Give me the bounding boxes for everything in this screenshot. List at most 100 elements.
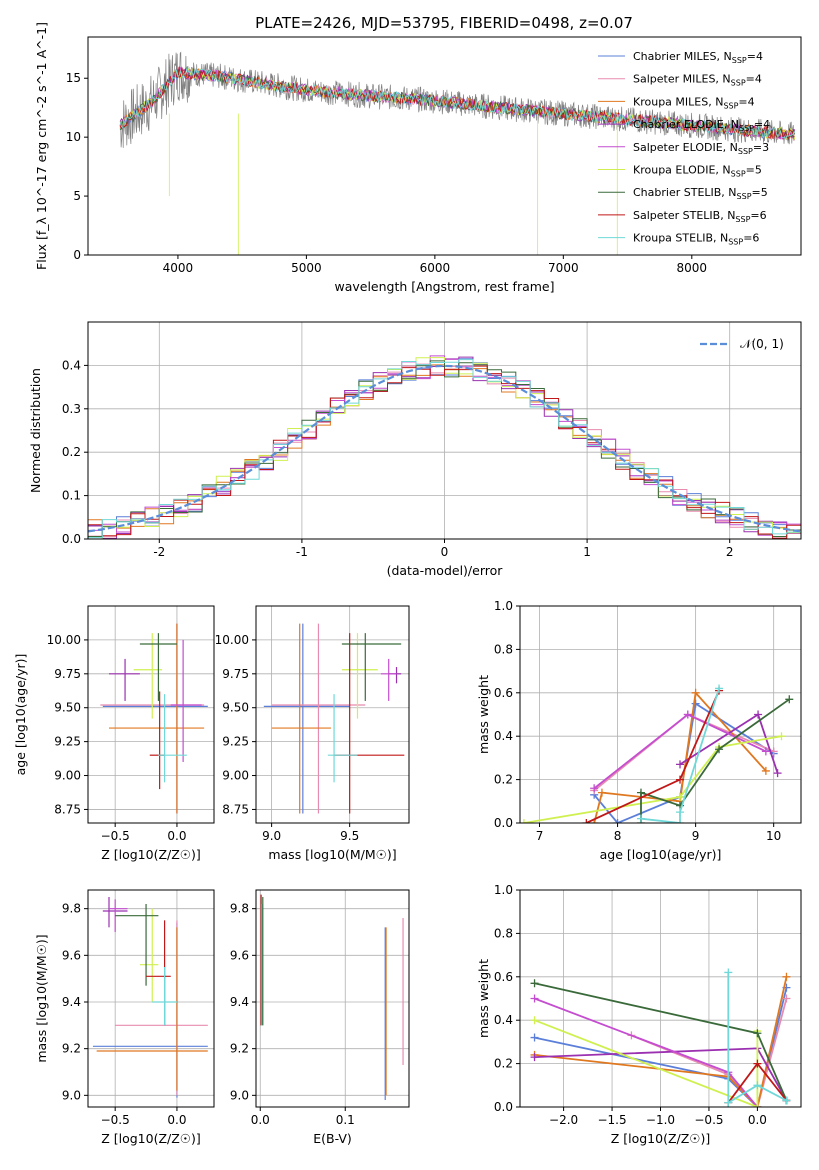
y-tick-label: 9.25 [222, 735, 249, 749]
series-point-kroupa_miles [782, 972, 791, 981]
series-point-chabrier_stelib [785, 695, 794, 704]
series-point-salpeter_stelib [676, 775, 685, 784]
series-point-kroupa_stelib [715, 684, 724, 693]
y-tick-label: 9.4 [62, 995, 81, 1009]
y-tick-label: 9.00 [222, 769, 249, 783]
x-tick-label: 0 [441, 545, 449, 559]
x-axis-label: Z [log10(Z/Z☉)] [101, 847, 201, 862]
y-tick-label: 9.50 [222, 701, 249, 715]
y-axis-label: mass weight [476, 675, 491, 754]
y-tick-label: 9.2 [62, 1042, 81, 1056]
axes-frame [519, 605, 802, 824]
y-tick-label: 9.0 [62, 1088, 81, 1102]
series-point-kroupa_stelib [753, 1081, 762, 1090]
model-line-kroupa_elodie [119, 66, 795, 140]
x-tick-label: 9.0 [262, 829, 281, 843]
y-tick-label: 5 [73, 189, 81, 203]
series-point-chabrier_miles [613, 819, 622, 823]
figure-title: PLATE=2426, MJD=53795, FIBERID=0498, z=0… [255, 14, 633, 32]
series-point-kroupa_elodie [520, 819, 528, 823]
y-tick-label: 10.00 [47, 633, 81, 647]
series-point-kroupa_stelib [724, 968, 733, 977]
x-axis-label: mass [log10(M/M☉)] [268, 847, 396, 862]
histogram-kroupa_stelib [88, 359, 801, 539]
legend-label-chabrier_elodie: Chabrier ELODIE, NSSP=4 [633, 118, 770, 133]
series-point-chabrier_stelib [715, 745, 724, 754]
series-point-chabrier_elodie [530, 1053, 539, 1062]
legend-value: =4 [738, 95, 754, 108]
y-tick-label: 0.4 [494, 1013, 513, 1027]
plot-area [520, 684, 794, 823]
y-tick-label: 9.6 [230, 948, 249, 962]
y-tick-label: 9.00 [54, 769, 81, 783]
series-point-kroupa_stelib [676, 819, 685, 823]
series-point-kroupa_elodie [777, 732, 786, 741]
x-tick-label: −0.5 [694, 1113, 723, 1127]
y-axis-label: mass weight [476, 959, 491, 1038]
x-tick-label: 0.0 [251, 1113, 270, 1127]
x-tick-label: 8000 [677, 261, 708, 275]
series-line-kroupa_elodie [534, 1019, 759, 1107]
series-point-salpeter_stelib [582, 819, 591, 823]
axes-frame [255, 889, 410, 1108]
plot-area [119, 51, 795, 255]
legend-label-kroupa_miles: Kroupa MILES, NSSP=4 [633, 95, 755, 110]
x-tick-label: 0.1 [336, 1113, 355, 1127]
x-axis-label: age [log10(age/yr)] [600, 847, 722, 862]
y-tick-label: 0.4 [62, 358, 81, 372]
y-tick-label: 0.8 [494, 926, 513, 940]
x-tick-label: 7000 [548, 261, 579, 275]
x-tick-label: 10 [766, 829, 781, 843]
y-tick-label: 0.3 [62, 402, 81, 416]
panels: Chabrier MILES, NSSP=4 Salpeter MILES, NS… [13, 22, 802, 1146]
x-tick-label: 1 [583, 545, 591, 559]
x-tick-label: 0.0 [167, 1113, 186, 1127]
x-tick-label: 7 [536, 829, 544, 843]
series-line-salpeter_stelib [585, 690, 720, 823]
plot-area [260, 894, 404, 1100]
y-tick-label: 9.0 [230, 1088, 249, 1102]
x-axis-label: wavelength [Angstrom, rest frame] [334, 279, 554, 294]
plot-area [92, 897, 208, 1098]
series-point-salpeter_elodie [530, 994, 539, 1003]
x-axis-label: (data-model)/error [387, 563, 504, 578]
y-tick-label: 1.0 [494, 883, 513, 897]
series-point-chabrier_stelib [530, 979, 539, 988]
x-tick-label: −1.5 [597, 1113, 626, 1127]
x-tick-label: 6000 [420, 261, 451, 275]
x-tick-label: −0.5 [101, 829, 130, 843]
y-axis-label: Normed distribution [28, 368, 43, 493]
legend-value: =6 [743, 232, 759, 245]
y-tick-label: 9.25 [54, 735, 81, 749]
y-tick-label: 0.0 [494, 816, 513, 830]
chart-mass_weight_vs_age: 7 8 9 10 0.0 0.2 0.4 0.6 0.8 1.0 age [log10(age/yr… [476, 599, 802, 862]
legend-value: =4 [747, 50, 763, 63]
legend-subscript: SSP [737, 192, 752, 201]
x-axis-label: Z [log10(Z/Z☉)] [101, 1131, 201, 1146]
legend-subscript: SSP [732, 56, 747, 65]
series-point-salpeter_elodie [683, 710, 692, 719]
x-tick-label: −0.5 [101, 1113, 130, 1127]
x-axis-label: Z [log10(Z/Z☉)] [611, 1131, 711, 1146]
x-tick-label: 5000 [291, 261, 322, 275]
legend-value: =5 [752, 186, 768, 199]
chart-mass_vs_Z: −0.5 0.0 9.0 9.2 9.4 9.6 9.8 Z [log10(Z/Z☉)] mas… [34, 889, 215, 1146]
x-tick-label: −2.0 [549, 1113, 578, 1127]
y-tick-label: 0 [73, 248, 81, 262]
gaussian-curve [88, 364, 801, 533]
x-tick-label: −1.0 [646, 1113, 675, 1127]
x-tick-label: 9 [692, 829, 700, 843]
legend-label-salpeter_miles: Salpeter MILES, NSSP=4 [633, 73, 762, 88]
chart-mass_vs_ebv: 0.0 0.1 9.0 9.2 9.4 9.6 9.8 E(B-V) [230, 889, 410, 1146]
y-axis-label: age [log10(age/yr)] [13, 654, 28, 776]
x-tick-label: -2 [153, 545, 165, 559]
y-tick-label: 9.8 [230, 902, 249, 916]
series-point-chabrier_miles [691, 699, 700, 708]
series-point-chabrier_elodie [773, 769, 782, 778]
y-tick-label: 15 [66, 71, 81, 85]
legend-label-chabrier_stelib: Chabrier STELIB, NSSP=5 [633, 186, 768, 201]
y-tick-label: 0.1 [62, 489, 81, 503]
chart-mass_weight_vs_Z: −2.0 −1.5 −1.0 −0.5 0.0 0.0 0.2 0.4 0.6 0.8 1.0 Z [… [476, 883, 802, 1146]
plot-area [530, 968, 791, 1107]
